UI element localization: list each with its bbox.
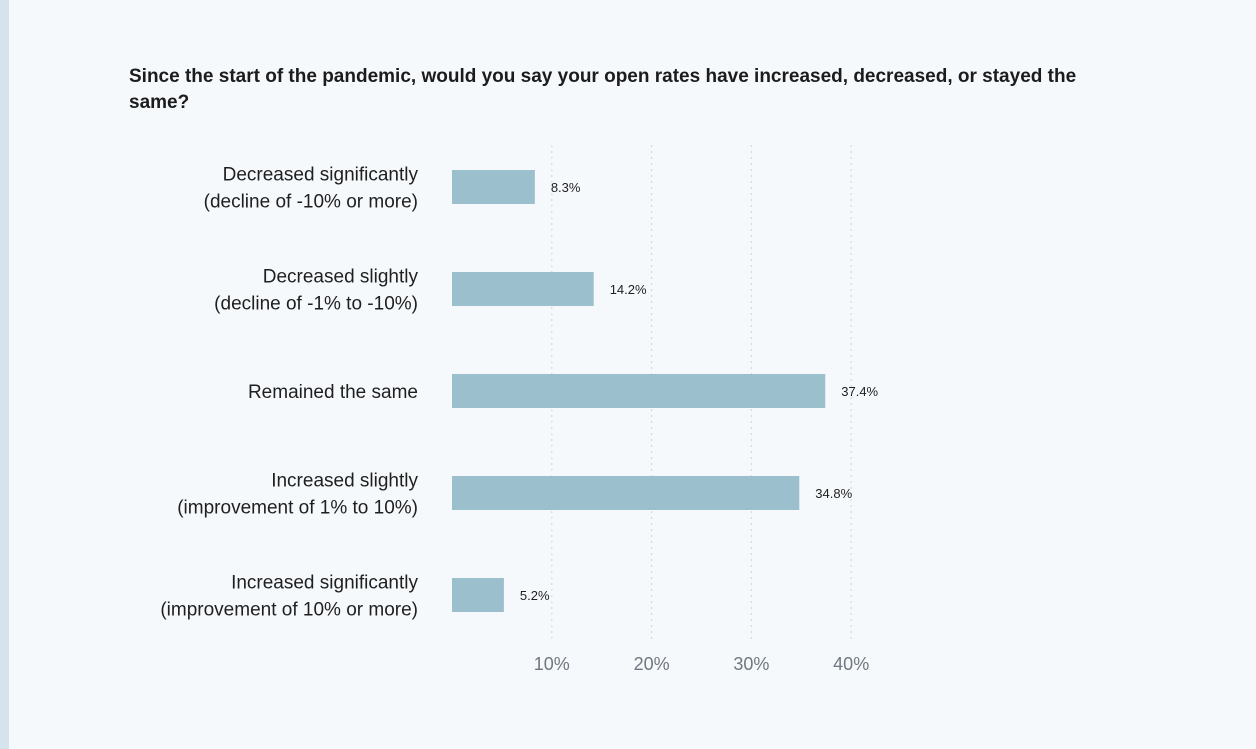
category-label: (improvement of 10% or more) — [160, 600, 418, 621]
bar-value-label: 14.2% — [610, 282, 647, 297]
left-accent-bar — [0, 0, 9, 749]
bar — [452, 374, 826, 408]
bar-value-label: 37.4% — [841, 384, 878, 399]
bar — [452, 476, 800, 510]
category-label: (improvement of 1% to 10%) — [177, 498, 418, 519]
chart-title: Since the start of the pandemic, would y… — [129, 66, 1077, 113]
bar — [452, 578, 504, 612]
category-label: Increased slightly — [271, 471, 418, 492]
category-label: Decreased slightly — [263, 267, 419, 288]
category-label: (decline of -1% to -10%) — [214, 294, 418, 315]
bar-value-label: 34.8% — [815, 486, 852, 501]
x-tick-label: 40% — [833, 654, 869, 674]
bar — [452, 272, 594, 306]
x-tick-label: 10% — [534, 654, 570, 674]
x-tick-label: 20% — [634, 654, 670, 674]
bar-value-label: 8.3% — [551, 180, 581, 195]
category-label: Remained the same — [248, 382, 418, 403]
category-label: (decline of -10% or more) — [204, 192, 418, 213]
bar — [452, 170, 535, 204]
bar-value-label: 5.2% — [520, 588, 550, 603]
x-tick-label: 30% — [733, 654, 769, 674]
category-label: Decreased significantly — [223, 165, 419, 186]
category-label: Increased significantly — [231, 573, 418, 594]
